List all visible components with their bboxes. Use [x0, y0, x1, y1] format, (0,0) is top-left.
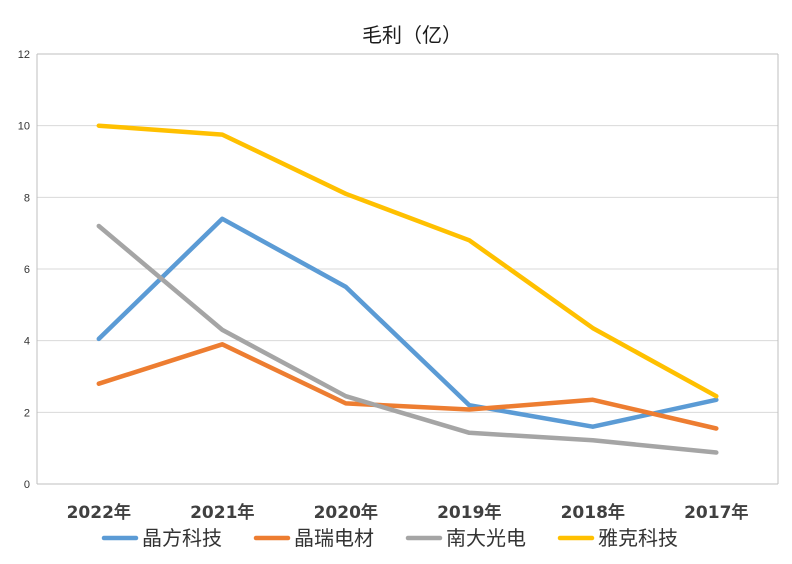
y-tick-label: 8 — [24, 192, 30, 204]
y-axis-ticks: 0 2 4 6 8 10 12 — [18, 49, 30, 491]
chart-title: 毛利（亿） — [362, 23, 462, 47]
x-tick-label: 2018年 — [561, 502, 625, 523]
x-tick-label: 2019年 — [437, 502, 501, 523]
legend-label: 晶方科技 — [142, 526, 222, 550]
x-tick-label: 2021年 — [190, 502, 254, 523]
x-tick-label: 2022年 — [67, 502, 131, 523]
y-tick-label: 0 — [24, 479, 30, 491]
series-line — [96, 342, 719, 431]
series-lines — [96, 123, 719, 455]
legend-label: 南大光电 — [446, 526, 526, 550]
y-tick-label: 4 — [24, 336, 30, 348]
legend-label: 晶瑞电材 — [294, 526, 374, 550]
y-tick-label: 10 — [18, 121, 30, 133]
series-line — [96, 223, 719, 455]
y-tick-label: 6 — [24, 264, 30, 276]
y-tick-label: 12 — [18, 49, 30, 61]
series-line — [96, 216, 719, 429]
series-line — [96, 123, 719, 399]
y-tick-label: 2 — [24, 407, 30, 419]
x-axis-ticks: 2022年 2021年 2020年 2019年 2018年 2017年 — [67, 502, 749, 523]
x-tick-label: 2017年 — [684, 502, 748, 523]
legend: 晶方科技 晶瑞电材 南大光电 雅克科技 — [101, 526, 678, 550]
legend-label: 雅克科技 — [598, 526, 678, 550]
x-tick-label: 2020年 — [314, 502, 378, 523]
gridlines — [36, 53, 779, 485]
